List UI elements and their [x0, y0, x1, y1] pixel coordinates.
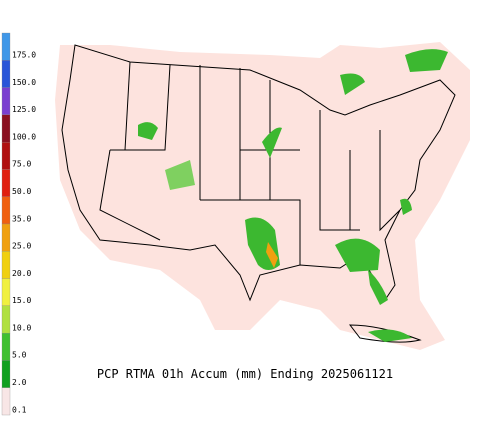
legend-label: 175.0	[12, 51, 36, 60]
legend-label: 35.0	[12, 214, 31, 223]
legend-label: 20.0	[12, 269, 31, 278]
analysis-domain	[55, 42, 470, 350]
legend-swatch	[1, 332, 11, 361]
legend-label: 100.0	[12, 132, 36, 141]
legend-label: 125.0	[12, 105, 36, 114]
legend-label: 10.0	[12, 323, 31, 332]
legend-swatch	[1, 360, 11, 388]
legend-label: 5.0	[12, 351, 27, 360]
us-outline	[61, 44, 456, 302]
cuba	[348, 324, 422, 343]
legend-swatch	[1, 32, 11, 61]
map-title: PCP RTMA 01h Accum (mm) Ending 202506112…	[97, 367, 393, 381]
legend-label: 25.0	[12, 242, 31, 251]
legend-label: 15.0	[12, 296, 31, 305]
legend-swatch	[1, 387, 11, 416]
legend-swatch	[1, 305, 11, 334]
legend-swatch	[1, 223, 11, 252]
heavy-precip	[266, 242, 278, 268]
legend-label: 75.0	[12, 160, 31, 169]
legend-swatch	[1, 141, 11, 170]
precip-areas	[138, 49, 448, 342]
legend-swatch	[1, 169, 11, 197]
legend-label: 50.0	[12, 187, 31, 196]
legend: 175.0 150.0 125.0 100.0 75.0 50.0 35.0 25.0 20.0…	[1, 32, 36, 416]
legend-swatch	[1, 114, 11, 143]
boundaries	[61, 44, 456, 343]
legend-label: 0.1	[12, 405, 27, 414]
legend-swatch	[1, 196, 11, 225]
legend-swatch	[1, 251, 11, 279]
legend-label: 2.0	[12, 378, 27, 387]
legend-label: 150.0	[12, 78, 36, 87]
legend-swatch	[1, 87, 11, 116]
legend-swatch	[1, 278, 11, 307]
legend-swatch	[1, 60, 11, 88]
